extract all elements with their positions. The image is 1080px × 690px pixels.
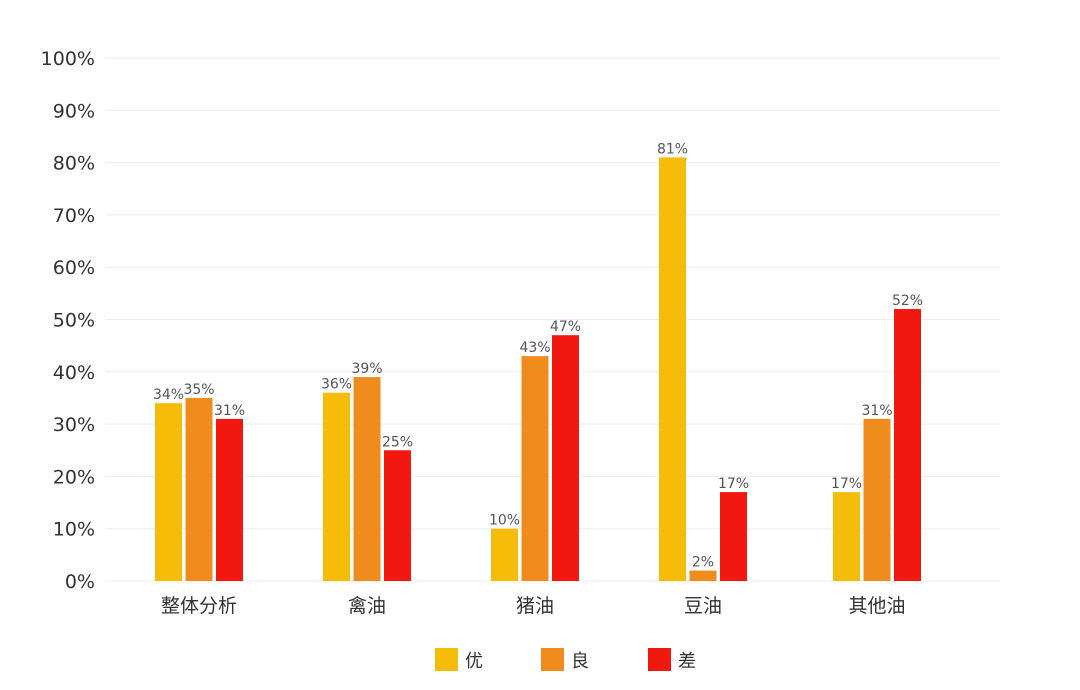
legend-swatch <box>435 648 458 671</box>
bar <box>384 450 411 581</box>
y-tick-label: 0% <box>65 571 95 593</box>
bar <box>894 309 921 581</box>
data-label: 39% <box>351 361 382 377</box>
data-label: 47% <box>550 319 581 335</box>
legend-label: 优 <box>465 651 483 672</box>
legend: 优良差 <box>435 648 696 672</box>
data-label: 35% <box>183 382 214 398</box>
data-label: 31% <box>861 403 892 419</box>
legend-swatch <box>648 648 671 671</box>
y-tick-label: 30% <box>53 414 95 436</box>
y-tick-label: 70% <box>53 205 95 227</box>
bar <box>185 397 213 581</box>
x-category-label: 其他油 <box>848 595 905 617</box>
x-axis-categories: 整体分析 禽油 猪油 豆油 其他油 <box>161 595 906 617</box>
data-label: 10% <box>489 513 520 529</box>
data-label: 34% <box>153 387 184 403</box>
data-label: 52% <box>892 293 923 309</box>
x-category-label: 整体分析 <box>161 595 237 617</box>
bar <box>720 492 747 581</box>
y-tick-label: 60% <box>53 257 95 279</box>
data-label: 17% <box>718 476 749 492</box>
y-tick-label: 50% <box>53 310 95 332</box>
legend-label: 良 <box>571 651 589 672</box>
data-label: 17% <box>831 476 862 492</box>
data-label: 43% <box>519 340 550 356</box>
legend-label: 差 <box>678 651 696 672</box>
y-tick-label: 40% <box>53 362 95 384</box>
legend-swatch <box>541 648 564 671</box>
bar <box>323 392 350 581</box>
bar <box>491 528 518 581</box>
data-label: 2% <box>692 555 714 571</box>
data-label: 81% <box>657 141 688 157</box>
bar <box>833 492 860 581</box>
bar <box>521 356 549 581</box>
legend-item: 良 <box>541 648 589 672</box>
y-tick-label: 90% <box>53 100 95 122</box>
x-category-label: 猪油 <box>516 595 554 617</box>
data-label: 31% <box>214 403 245 419</box>
data-label: 36% <box>321 377 352 393</box>
bar <box>552 335 579 581</box>
legend-item: 差 <box>648 648 696 672</box>
data-labels: 34% 35%31%36%39%25%10%43%47%81%2%17% 17%31… <box>153 141 923 570</box>
bars <box>155 157 921 581</box>
y-tick-label: 100% <box>41 48 95 70</box>
bar <box>689 570 717 581</box>
x-category-label: 禽油 <box>348 595 386 617</box>
bar <box>216 418 243 581</box>
y-tick-label: 20% <box>53 466 95 488</box>
y-tick-label: 80% <box>53 153 95 175</box>
bar <box>155 403 182 581</box>
bar <box>659 157 686 581</box>
y-tick-label: 10% <box>53 519 95 541</box>
x-category-label: 豆油 <box>684 595 722 617</box>
bar <box>353 377 381 581</box>
y-axis-ticks: 0% 10% 20% 30% 40% 50% 60% 70% 80% 90% 100% <box>41 48 95 593</box>
data-label: 25% <box>382 434 413 450</box>
legend-item: 优 <box>435 648 483 672</box>
bar <box>863 418 891 581</box>
